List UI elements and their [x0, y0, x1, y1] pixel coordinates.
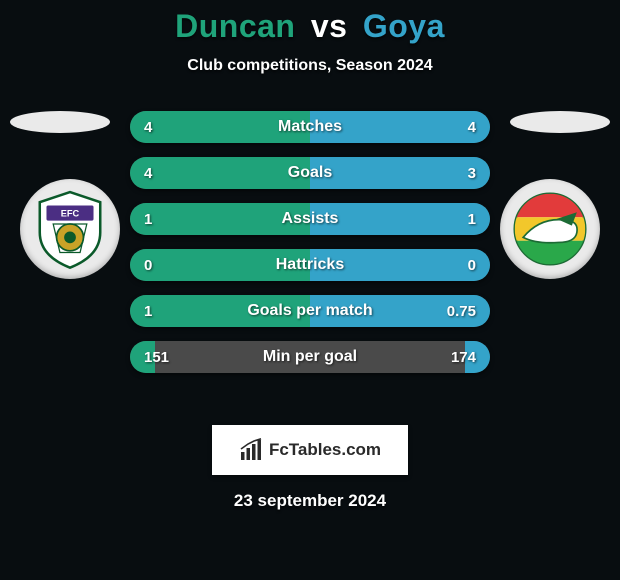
stat-row: Goals per match1 0.75 [130, 295, 490, 327]
stat-label: Matches [130, 111, 490, 143]
club-crest-right-icon [508, 187, 592, 271]
stat-row: Matches4 4 [130, 111, 490, 143]
stat-value-left: 151 [144, 341, 169, 373]
watermark-text: FcTables.com [269, 440, 381, 460]
country-flag-right [510, 111, 610, 133]
club-crest-left-icon: EFC [28, 187, 112, 271]
subtitle: Club competitions, Season 2024 [0, 57, 620, 75]
club-badge-right [500, 179, 600, 279]
vs-text: vs [311, 8, 348, 44]
stat-value-right: 4 [468, 111, 476, 143]
stat-label: Min per goal [130, 341, 490, 373]
stat-row: Goals4 3 [130, 157, 490, 189]
stat-label: Hattricks [130, 249, 490, 281]
stat-value-right: 3 [468, 157, 476, 189]
comparison-title: Duncan vs Goya [0, 0, 620, 45]
player1-name: Duncan [175, 8, 295, 44]
stats-rows: Matches44Goals43Assists11Hattricks00Goal… [130, 111, 490, 387]
stat-label: Assists [130, 203, 490, 235]
stat-value-right: 0 [468, 249, 476, 281]
stat-label: Goals [130, 157, 490, 189]
comparison-stage: EFC Matches44Goals43Assists11Hattricks00… [0, 111, 620, 411]
country-flag-left [10, 111, 110, 133]
snapshot-date: 23 september 2024 [0, 491, 620, 511]
stat-value-left: 4 [144, 111, 152, 143]
stat-value-left: 1 [144, 295, 152, 327]
stat-row: Hattricks0 0 [130, 249, 490, 281]
stat-row: Min per goal151 174 [130, 341, 490, 373]
chart-icon [239, 438, 263, 462]
stat-label: Goals per match [130, 295, 490, 327]
club-badge-left: EFC [20, 179, 120, 279]
stat-value-left: 1 [144, 203, 152, 235]
source-watermark: FcTables.com [212, 425, 408, 475]
stat-value-left: 0 [144, 249, 152, 281]
stat-row: Assists1 1 [130, 203, 490, 235]
stat-value-left: 4 [144, 157, 152, 189]
stat-value-right: 174 [451, 341, 476, 373]
stat-value-right: 1 [468, 203, 476, 235]
player2-name: Goya [363, 8, 445, 44]
stat-value-right: 0.75 [447, 295, 476, 327]
svg-text:EFC: EFC [61, 208, 80, 218]
